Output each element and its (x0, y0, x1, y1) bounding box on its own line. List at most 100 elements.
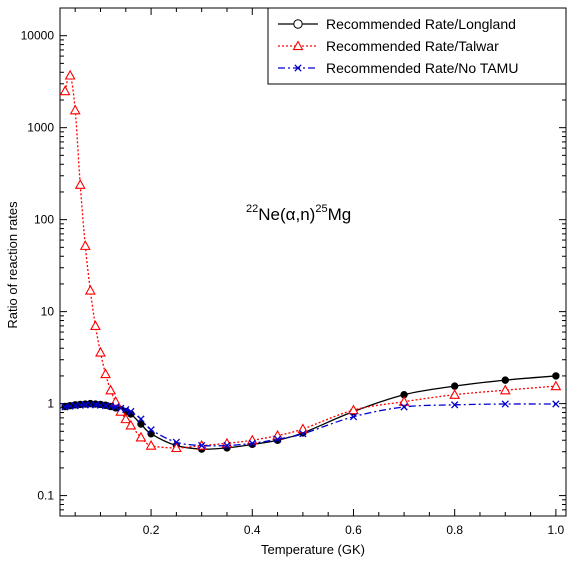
x-marker-stroke (117, 404, 125, 412)
data-point (272, 429, 284, 440)
y-tick-label: 10000 (21, 29, 55, 43)
data-point (348, 404, 359, 415)
data-point (449, 389, 461, 399)
data-point (79, 240, 91, 250)
x-marker-stroke (299, 430, 307, 438)
series-recommended-rate-talwar (59, 69, 562, 453)
data-point (248, 439, 256, 447)
x-marker-stroke (172, 438, 181, 446)
y-tick-label: 10 (41, 305, 55, 319)
annotation-alpha: α (286, 205, 296, 224)
data-point (135, 431, 147, 442)
data-point (172, 438, 181, 446)
x-tick-label: 0.8 (446, 523, 463, 537)
x-marker-stroke (349, 413, 358, 421)
data-point (89, 320, 101, 331)
data-point (273, 435, 282, 443)
reaction-annotation: 22Ne(α,n)25Mg (246, 203, 351, 224)
x-marker-stroke (127, 407, 135, 416)
annotation-mid: ,n) (295, 205, 315, 224)
series-recommended-rate-no-tamu (61, 400, 560, 450)
data-point (69, 104, 81, 115)
x-tick-label: 0.4 (244, 523, 261, 537)
legend-label: Recommended Rate/Longland (326, 16, 516, 32)
x-axis-title: Temperature (GK) (261, 542, 365, 557)
data-point (74, 179, 86, 189)
data-point (299, 430, 307, 438)
data-point (59, 85, 71, 96)
x-marker-stroke (198, 441, 206, 450)
data-point (64, 69, 76, 80)
y-tick-label: 1 (47, 397, 54, 411)
legend-marker (293, 19, 303, 29)
annotation-element-1: Ne( (258, 205, 286, 224)
y-tick-label: 1000 (27, 121, 54, 135)
x-tick-label: 0.6 (345, 523, 362, 537)
data-point (100, 368, 111, 379)
x-marker-stroke (122, 405, 130, 414)
data-point (125, 419, 137, 430)
annotation-mass-number-1: 22 (246, 203, 258, 215)
legend: Recommended Rate/Longland Recommended Rat… (267, 7, 567, 85)
data-point (550, 380, 562, 391)
series-layer (59, 69, 562, 453)
legend-marker (294, 64, 302, 72)
data-point (198, 441, 206, 450)
data-point (499, 384, 511, 395)
data-point (127, 407, 135, 416)
legend-box (267, 7, 567, 85)
data-point (84, 284, 96, 295)
x-marker-stroke (248, 439, 256, 447)
x-marker-stroke (61, 403, 69, 411)
y-axis-title: Ratio of reaction rates (5, 201, 20, 329)
x-marker-stroke (552, 400, 560, 408)
legend-item: Recommended Rate/Longland (278, 16, 516, 32)
data-point (297, 423, 309, 434)
x-marker-stroke (66, 402, 74, 410)
data-point (451, 401, 459, 409)
legend-label: Recommended Rate/No TAMU (326, 60, 518, 76)
annotation-element-2: Mg (328, 205, 352, 224)
data-point (137, 415, 145, 423)
y-tick-label: 100 (34, 213, 54, 227)
data-point (223, 441, 231, 450)
x-marker-stroke (400, 403, 408, 411)
data-point (105, 384, 117, 395)
x-tick-label: 1.0 (548, 523, 565, 537)
data-point (552, 372, 560, 380)
series-line (64, 74, 556, 449)
data-point (398, 396, 410, 406)
x-marker-stroke (273, 435, 282, 443)
data-point (450, 382, 459, 390)
legend-item: Recommended Rate/Talwar (278, 38, 499, 54)
data-point (117, 404, 125, 412)
x-marker-stroke (294, 64, 302, 72)
x-marker-stroke (223, 441, 231, 450)
x-marker-stroke (76, 401, 84, 409)
data-point (501, 400, 509, 408)
data-point (95, 346, 106, 357)
data-point (552, 400, 560, 408)
data-point (145, 439, 157, 450)
x-marker-stroke (147, 426, 155, 434)
legend-item: Recommended Rate/No TAMU (278, 60, 518, 76)
data-point (170, 442, 182, 453)
data-point (501, 376, 509, 384)
legend-label: Recommended Rate/Talwar (326, 38, 499, 54)
x-marker-stroke (451, 401, 459, 409)
y-tick-label: 0.1 (37, 489, 54, 503)
data-point (400, 403, 408, 411)
x-marker-stroke (71, 402, 79, 410)
x-marker-stroke (137, 415, 145, 423)
data-point (349, 413, 358, 421)
data-point (137, 420, 145, 428)
x-marker-stroke (501, 400, 509, 408)
axes-layer: 0.2 0.4 0.6 0.8 1.0 0.1 1 10 100 1000 10000 (21, 7, 567, 537)
annotation-mass-number-2: 25 (315, 203, 327, 215)
x-tick-label: 0.2 (143, 523, 160, 537)
legend-marker (292, 40, 304, 51)
data-point (122, 405, 130, 414)
data-point (147, 426, 155, 434)
data-point (120, 413, 132, 424)
